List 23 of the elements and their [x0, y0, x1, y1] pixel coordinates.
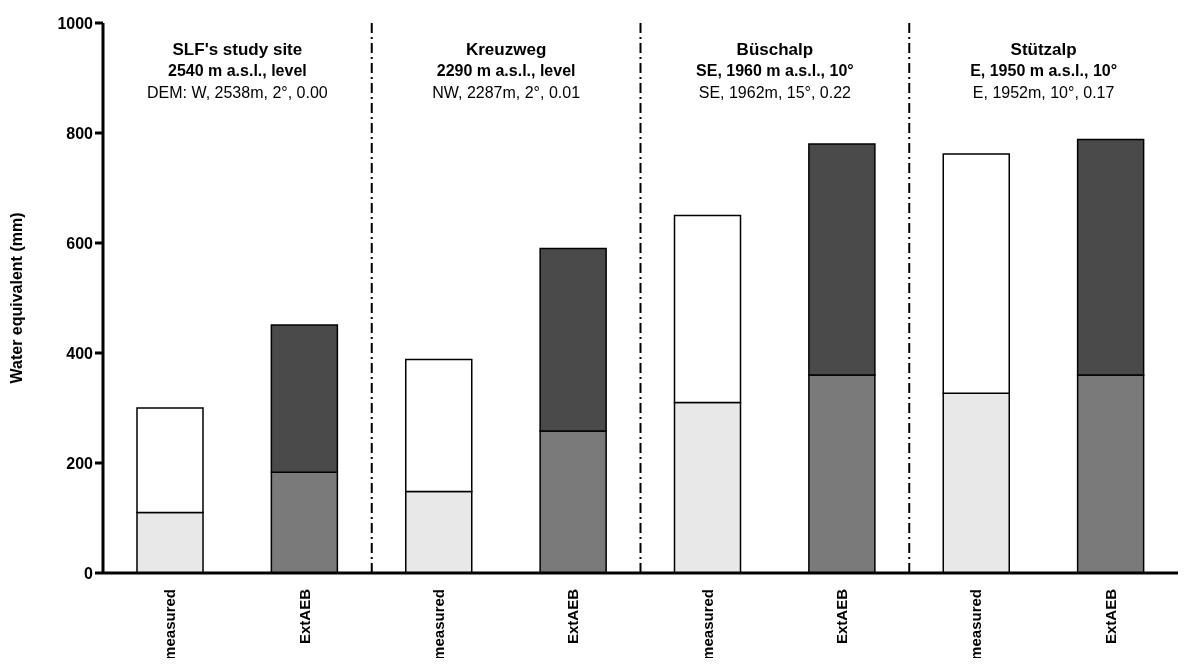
y-tick-label: 0: [84, 564, 94, 582]
annotation: SE, 1962m, 15°, 0.22: [697, 84, 852, 102]
annotation: Stützalp: [1009, 40, 1078, 60]
x-tick-label: ExtAEB: [564, 588, 582, 645]
y-axis-title: Water equivalent (mm): [7, 212, 25, 384]
annotation: E, 1952m, 10°, 0.17: [971, 84, 1116, 102]
annotation: 2540 m a.s.l., level: [167, 62, 308, 80]
y-tick-label: 400: [66, 344, 94, 362]
annotation: Büschalp: [735, 40, 815, 60]
annotation: SLF's study site: [171, 40, 304, 60]
y-tick-label: 1000: [57, 14, 94, 32]
x-tick-label: ExtAEB: [1101, 588, 1119, 645]
annotation: Kreuzweg: [464, 40, 548, 60]
annotation: E, 1950 m a.s.l., 10°: [969, 62, 1119, 80]
annotation: 2290 m a.s.l., level: [435, 62, 577, 80]
x-tick-label: ExtAEB: [833, 588, 851, 645]
y-tick-label: 200: [66, 454, 94, 472]
y-tick-label: 800: [66, 124, 94, 142]
annotation: DEM: W, 2538m, 2°, 0.00: [146, 84, 329, 102]
x-tick-label: ExtAEB: [295, 588, 313, 645]
annotation: SE, 1960 m a.s.l., 10°: [695, 62, 855, 80]
annotation: NW, 2287m, 2°, 0.01: [431, 84, 582, 102]
y-tick-label: 600: [66, 234, 94, 252]
